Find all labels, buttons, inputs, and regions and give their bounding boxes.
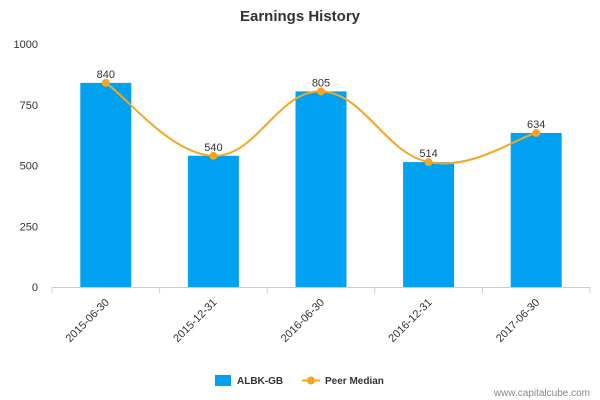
peer-median-point[interactable] (532, 128, 541, 137)
peer-median-points (101, 78, 541, 167)
y-axis: 0 250 500 750 1000 (14, 39, 38, 294)
chart-title: Earnings History (240, 8, 361, 25)
peer-median-point[interactable] (424, 158, 433, 167)
legend-label-peer-median[interactable]: Peer Median (325, 376, 384, 387)
peer-median-point[interactable] (209, 151, 218, 160)
data-label: 805 (312, 77, 330, 89)
legend: ALBK-GB Peer Median (215, 375, 384, 387)
bar[interactable] (295, 91, 347, 287)
data-label: 514 (419, 148, 437, 160)
bar[interactable] (510, 132, 562, 287)
x-axis: 2015-06-30 2015-12-31 2016-06-30 2016-12-31… (51, 287, 591, 345)
legend-swatch-peer-median-dot (307, 376, 315, 385)
x-tick-label: 2015-06-30 (64, 297, 112, 345)
x-tick-label: 2015-12-31 (171, 297, 219, 345)
y-tick-label: 0 (32, 282, 38, 294)
data-label: 540 (204, 142, 222, 154)
bar[interactable] (187, 155, 239, 287)
bar[interactable] (403, 162, 455, 287)
data-labels: 840 540 805 514 634 (97, 69, 546, 160)
y-tick-label: 250 (20, 221, 38, 233)
y-tick-label: 750 (20, 100, 38, 112)
bar-series (80, 82, 562, 287)
peer-median-point[interactable] (101, 78, 110, 87)
legend-label-albk-gb[interactable]: ALBK-GB (237, 376, 283, 387)
peer-median-point[interactable] (317, 87, 325, 96)
x-tick-label: 2016-12-31 (386, 297, 434, 345)
y-tick-label: 1000 (14, 39, 38, 51)
data-label: 840 (97, 69, 115, 81)
data-label: 634 (527, 119, 545, 131)
y-tick-label: 500 (20, 161, 38, 173)
x-tick-label: 2016-06-30 (279, 297, 327, 345)
x-tick-label: 2017-06-30 (494, 297, 542, 345)
legend-swatch-albk-gb (215, 375, 231, 386)
credit-text: www.capitalcube.com (493, 388, 590, 399)
bar[interactable] (80, 82, 132, 287)
